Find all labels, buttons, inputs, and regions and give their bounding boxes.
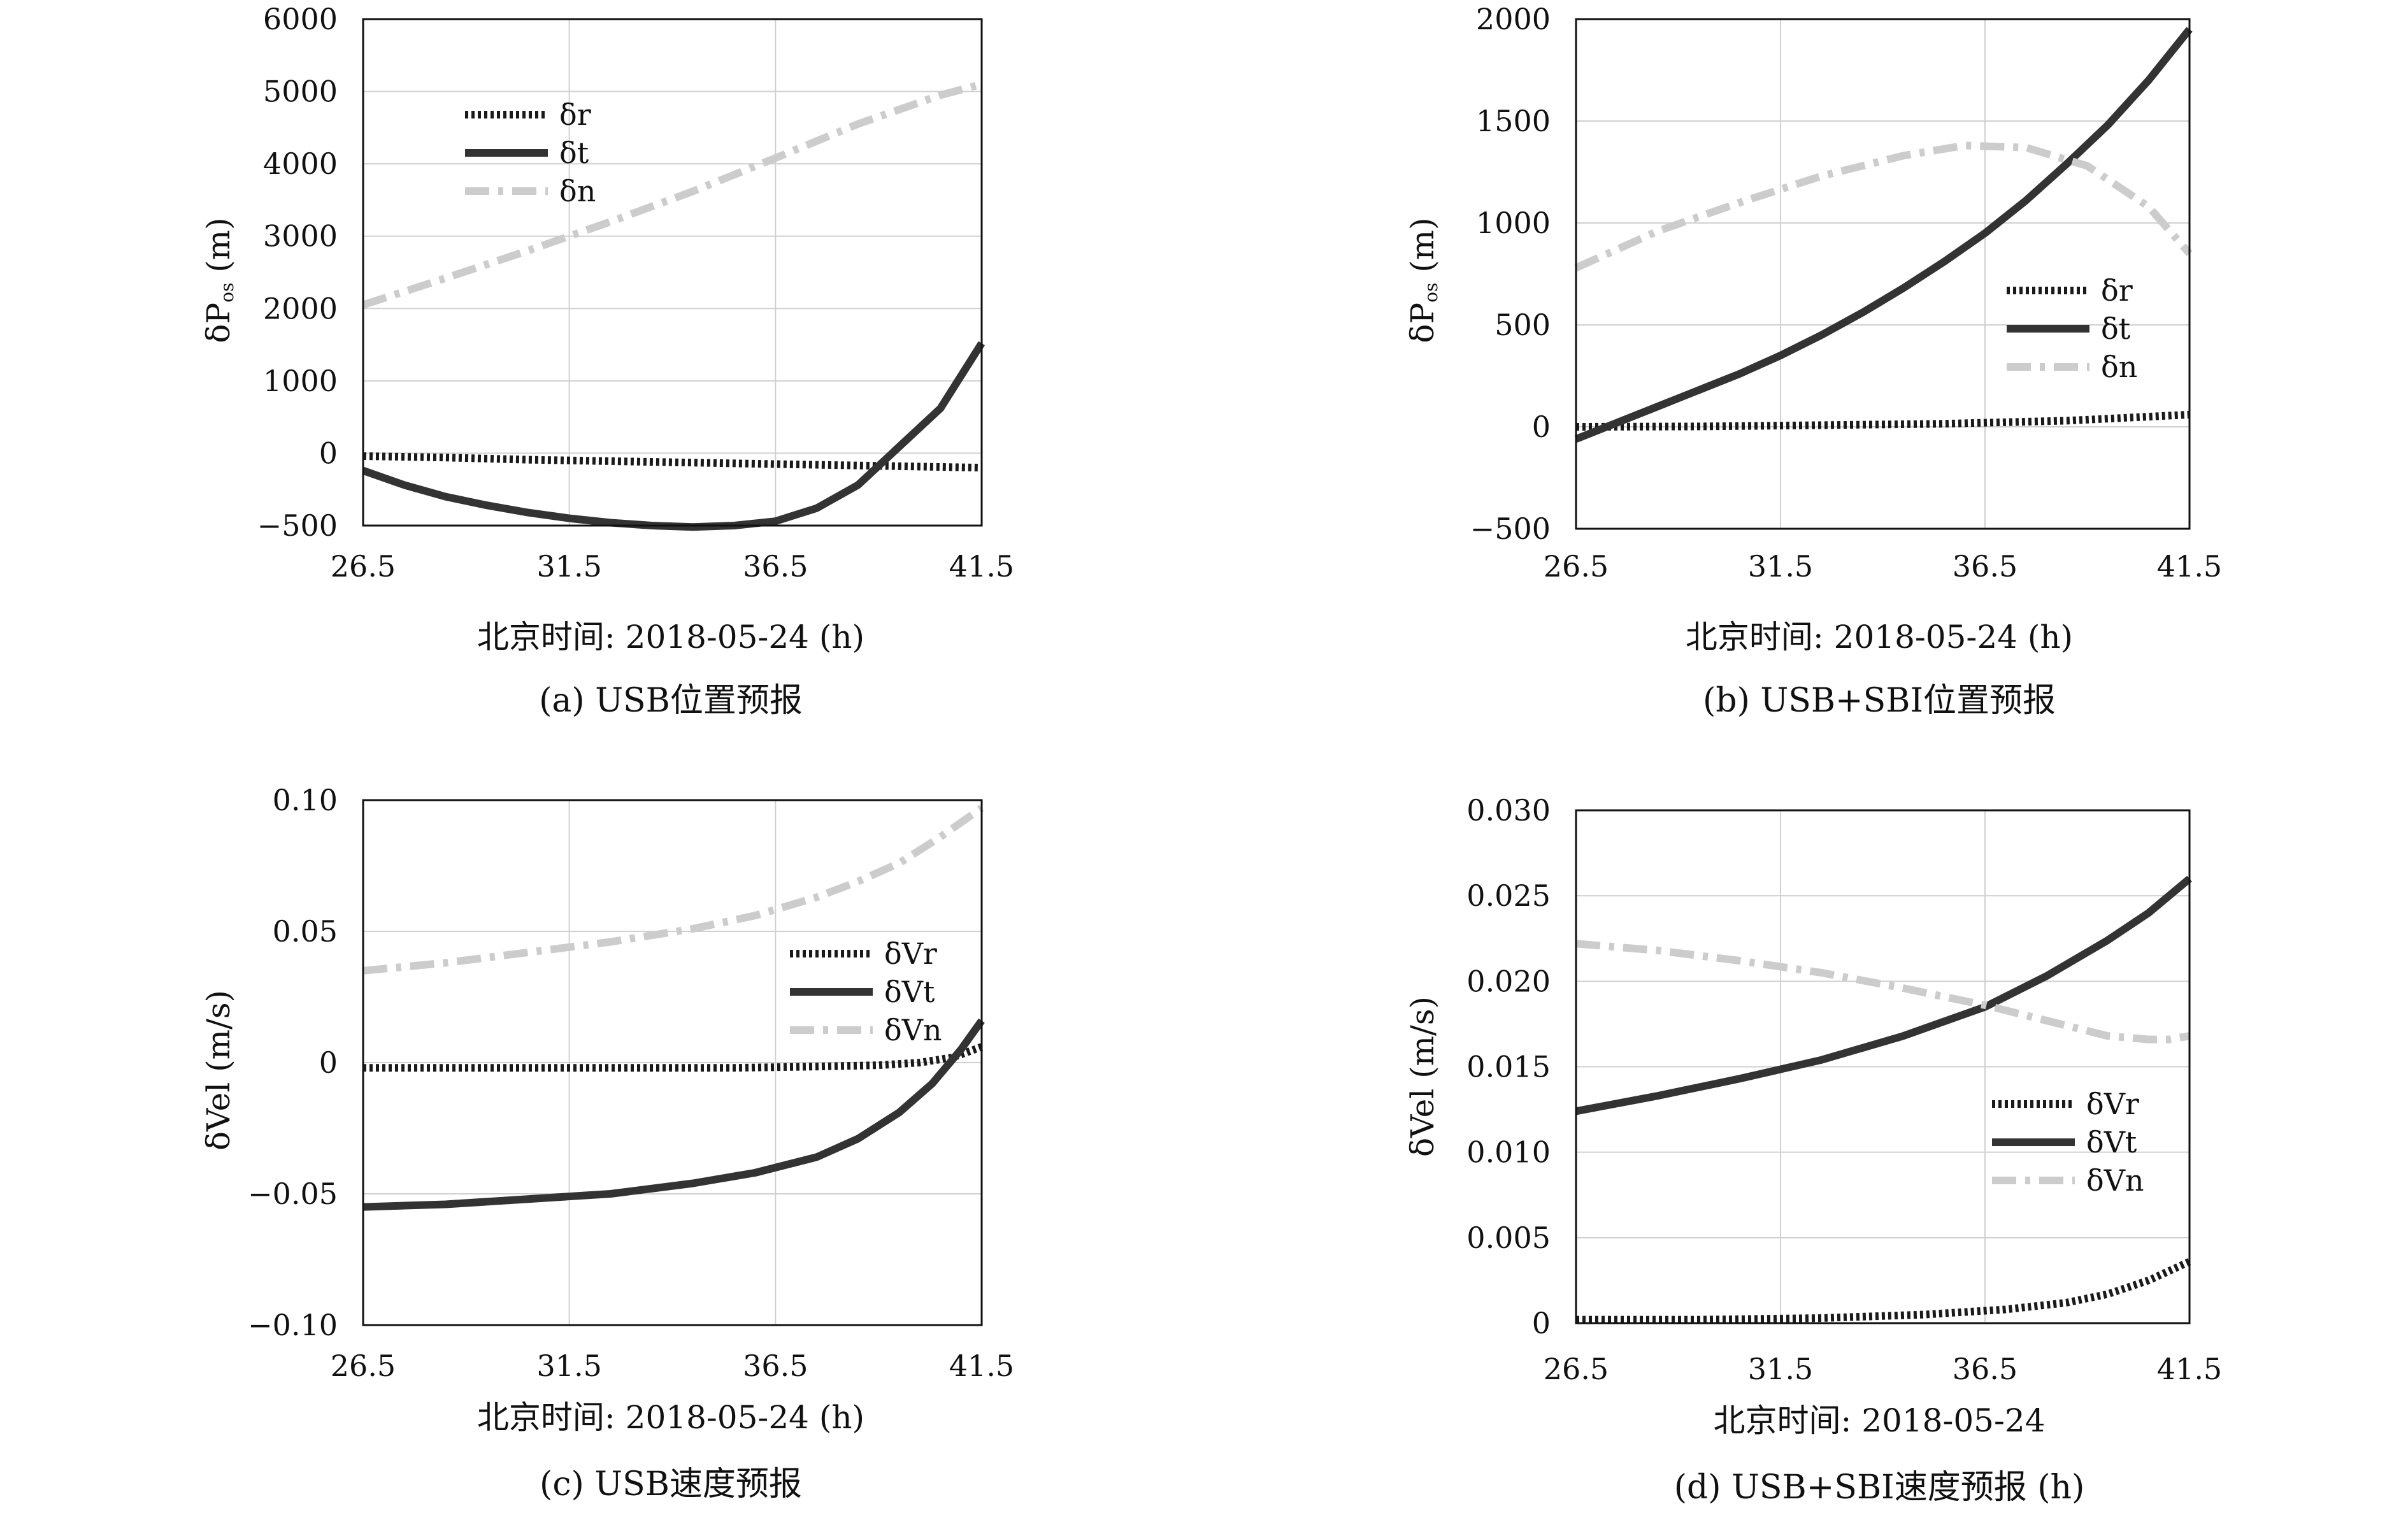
- chart-c-xlabel: 北京时间: 2018-05-24 (h): [477, 1399, 864, 1436]
- legend-label: δn: [559, 174, 596, 208]
- y-tick-label: 2000: [263, 291, 338, 326]
- y-tick-label: 0.020: [1466, 964, 1551, 998]
- series-line-solid: [362, 1018, 985, 1211]
- plot-frame: [1575, 809, 2191, 1324]
- x-tick-label: 31.5: [536, 549, 601, 584]
- y-tick-label: 0.025: [1466, 878, 1551, 913]
- y-tick-label: 0.030: [1466, 793, 1551, 828]
- y-tick-label: 0: [319, 1045, 338, 1080]
- plot-frame: [1575, 18, 2191, 530]
- legend-label: δVr: [2086, 1087, 2139, 1121]
- y-tick-label: 1000: [263, 364, 338, 398]
- series-line-dotted: [362, 452, 982, 472]
- y-tick-label: 0.015: [1466, 1050, 1551, 1084]
- y-tick-label: 0.05: [273, 914, 338, 949]
- series-line-dotted: [1576, 1258, 2191, 1324]
- chart-panel-a: 6000 5000 4000 3000 2000 1000 0 −500 26.5 31.5 36…: [0, 0, 1204, 764]
- y-tick-label: 500: [1494, 308, 1551, 342]
- y-tick-label: −0.10: [248, 1308, 338, 1342]
- x-tick-label: 36.5: [1953, 1352, 2017, 1386]
- series-line-dotted: [363, 1043, 984, 1072]
- series-line-dotted: [1575, 410, 2190, 431]
- chart-a-xlabel: 北京时间: 2018-05-24 (h): [477, 619, 864, 656]
- chart-a-ylabel: δPos (m): [200, 217, 238, 343]
- x-tick-label: 36.5: [1953, 549, 2017, 584]
- legend-label: δVn: [884, 1013, 942, 1047]
- legend-label: δVr: [884, 936, 937, 971]
- chart-c-ylabel: δVel (m/s): [200, 990, 237, 1151]
- series-line-dashdot: [1575, 940, 2190, 1043]
- chart-d-ylabel: δVel (m/s): [1404, 996, 1441, 1157]
- y-tick-label: −0.05: [248, 1177, 338, 1211]
- chart-b: 2000 1500 1000 500 0 −500 26.5 31.5 36.5 41.5 δr…: [1404, 2, 2222, 720]
- legend-label: δr: [559, 97, 591, 132]
- x-tick-label: 26.5: [331, 549, 396, 584]
- y-tick-label: 1500: [1476, 104, 1551, 138]
- chart-c-caption: (c) USB速度预报: [540, 1465, 802, 1503]
- chart-a: 6000 5000 4000 3000 2000 1000 0 −500 26.5 31.5 36…: [200, 2, 1014, 720]
- y-tick-label: 0.10: [273, 783, 338, 817]
- y-tick-label: 2000: [1476, 2, 1551, 36]
- plot-frame: [362, 799, 983, 1326]
- chart-b-ylabel: δPos (m): [1404, 217, 1442, 343]
- series-line-dashdot: [1574, 141, 2193, 271]
- chart-panel-c: 0.10 0.05 0 −0.05 −0.10 26.5 31.5 36.5 41.5 δVr…: [0, 764, 1204, 1520]
- y-tick-label: 0: [1532, 410, 1551, 444]
- y-tick-label: 3000: [263, 219, 338, 254]
- legend-label: δt: [559, 136, 589, 170]
- series-line-solid: [1575, 875, 2192, 1115]
- chart-a-caption: (a) USB位置预报: [539, 682, 803, 720]
- series-line-solid: [1574, 27, 2193, 443]
- chart-d-xlabel: 北京时间: 2018-05-24: [1713, 1402, 2045, 1439]
- chart-d: 0.030 0.025 0.020 0.015 0.010 0.005 0 26.5 31.5…: [1404, 793, 2222, 1507]
- x-tick-label: 41.5: [949, 1349, 1014, 1383]
- chart-c: 0.10 0.05 0 −0.05 −0.10 26.5 31.5 36.5 41.5 δVr…: [200, 783, 1014, 1503]
- y-tick-label: −500: [257, 508, 338, 543]
- x-tick-label: 31.5: [1748, 549, 1813, 584]
- y-tick-label: −500: [1470, 512, 1551, 546]
- x-tick-label: 31.5: [1748, 1352, 1813, 1386]
- y-tick-label: 6000: [263, 2, 338, 36]
- series-line-solid: [362, 341, 985, 531]
- plot-frame: [362, 18, 983, 527]
- x-tick-label: 36.5: [743, 549, 808, 584]
- y-tick-label: 4000: [263, 147, 338, 181]
- legend-label: δt: [2101, 312, 2131, 346]
- y-tick-label: 1000: [1476, 206, 1551, 240]
- chart-panel-d: 0.030 0.025 0.020 0.015 0.010 0.005 0 26.5 31.5…: [1204, 764, 2408, 1520]
- legend-label: δVt: [884, 975, 935, 1009]
- y-tick-label: 0.010: [1466, 1135, 1551, 1170]
- chart-d-caption: (d) USB+SBI速度预报 (h): [1674, 1468, 2085, 1507]
- y-tick-label: 5000: [263, 75, 338, 109]
- x-tick-label: 26.5: [1544, 1352, 1609, 1386]
- x-tick-label: 26.5: [331, 1349, 396, 1383]
- legend-label: δn: [2101, 350, 2137, 384]
- y-tick-label: 0: [319, 436, 338, 470]
- legend-label: δVn: [2086, 1163, 2144, 1198]
- legend-label: δr: [2101, 273, 2133, 308]
- legend-label: δVt: [2086, 1125, 2137, 1159]
- chart-b-caption: (b) USB+SBI位置预报: [1703, 682, 2056, 720]
- x-tick-label: 41.5: [2157, 549, 2222, 584]
- x-tick-label: 31.5: [536, 1349, 601, 1383]
- y-tick-label: 0.005: [1466, 1221, 1551, 1255]
- x-tick-label: 41.5: [2157, 1352, 2222, 1386]
- x-tick-label: 41.5: [949, 549, 1014, 584]
- x-tick-label: 26.5: [1544, 549, 1609, 584]
- series-line-dashdot: [362, 80, 983, 309]
- chart-panel-b: 2000 1500 1000 500 0 −500 26.5 31.5 36.5 41.5 δr…: [1204, 0, 2408, 764]
- chart-b-xlabel: 北京时间: 2018-05-24 (h): [1686, 619, 2073, 656]
- series-line-dashdot: [362, 805, 984, 975]
- y-tick-label: 0: [1532, 1306, 1551, 1340]
- x-tick-label: 36.5: [743, 1349, 808, 1383]
